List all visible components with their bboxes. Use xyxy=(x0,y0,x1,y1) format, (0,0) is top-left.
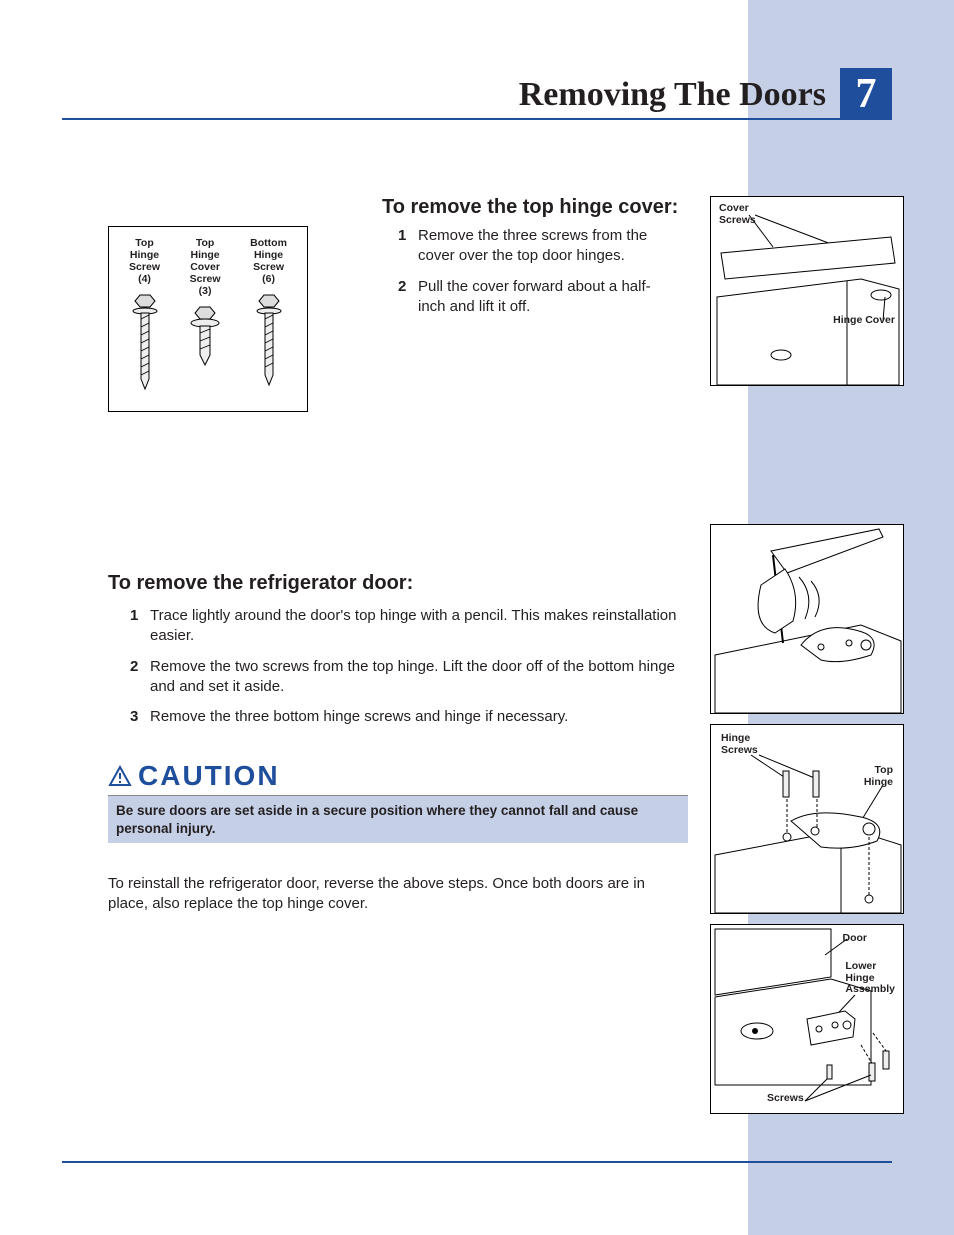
fig-label: Lower Hinge Assembly xyxy=(845,961,895,996)
list-item: 2Pull the cover forward about a half-inc… xyxy=(398,277,666,318)
list-item: 1Remove the three screws from the cover … xyxy=(398,226,666,267)
step-text: Remove the two screws from the top hinge… xyxy=(150,657,690,698)
caution-title: CAUTION xyxy=(108,760,688,796)
trace-illustration xyxy=(711,525,905,715)
list-item: 2Remove the two screws from the top hing… xyxy=(130,657,690,698)
step-text: Remove the three screws from the cover o… xyxy=(418,226,666,267)
figure-hinge-cover: Cover Screws Hinge Cover xyxy=(710,196,904,386)
warning-icon xyxy=(108,765,132,787)
screw-label: Top Hinge Cover Screw (3) xyxy=(188,237,222,297)
page-title: Removing The Doors xyxy=(519,76,826,118)
section1-steps: 1Remove the three screws from the cover … xyxy=(398,226,666,327)
screw-icon xyxy=(130,291,160,391)
fig-label: Screws xyxy=(767,1093,804,1105)
caution-body: Be sure doors are set aside in a secure … xyxy=(108,796,688,843)
list-item: 1Trace lightly around the door's top hin… xyxy=(130,606,690,647)
lower-hinge-illustration xyxy=(711,925,905,1115)
screw-label: Bottom Hinge Screw (6) xyxy=(250,237,287,285)
screw-icon xyxy=(254,291,284,387)
screw-item: Top Hinge Screw (4) xyxy=(129,237,160,405)
screw-item: Bottom Hinge Screw (6) xyxy=(250,237,287,405)
footer-rule xyxy=(62,1161,892,1163)
screw-item: Top Hinge Cover Screw (3) xyxy=(188,237,222,405)
screw-label: Top Hinge Screw (4) xyxy=(129,237,160,285)
fig-label: Hinge Cover xyxy=(833,315,895,327)
fig-label: Top Hinge xyxy=(864,765,893,788)
section2-steps: 1Trace lightly around the door's top hin… xyxy=(130,606,690,737)
caution-box: CAUTION Be sure doors are set aside in a… xyxy=(108,760,688,843)
figure-trace-hinge xyxy=(710,524,904,714)
step-text: Trace lightly around the door's top hing… xyxy=(150,606,690,647)
screw-icon xyxy=(188,303,222,373)
page-header: Removing The Doors 7 xyxy=(62,70,892,120)
fig-label: Hinge Screws xyxy=(721,733,758,756)
figure-top-hinge: Hinge Screws Top Hinge xyxy=(710,724,904,914)
list-item: 3Remove the three bottom hinge screws an… xyxy=(130,707,690,727)
step-text: Pull the cover forward about a half-inch… xyxy=(418,277,666,318)
caution-title-text: CAUTION xyxy=(138,760,280,792)
fig-label: Door xyxy=(843,933,868,945)
figure-lower-hinge: Door Lower Hinge Assembly Screws xyxy=(710,924,904,1114)
section2-heading: To remove the refrigerator door: xyxy=(108,572,413,595)
step-text: Remove the three bottom hinge screws and… xyxy=(150,707,568,727)
section1-heading: To remove the top hinge cover: xyxy=(382,196,692,219)
reinstall-text: To reinstall the refrigerator door, reve… xyxy=(108,874,688,915)
page-number: 7 xyxy=(840,68,892,120)
screws-figure: Top Hinge Screw (4) Top Hinge Cover Scre… xyxy=(108,226,308,412)
fig-label: Cover Screws xyxy=(719,203,756,226)
